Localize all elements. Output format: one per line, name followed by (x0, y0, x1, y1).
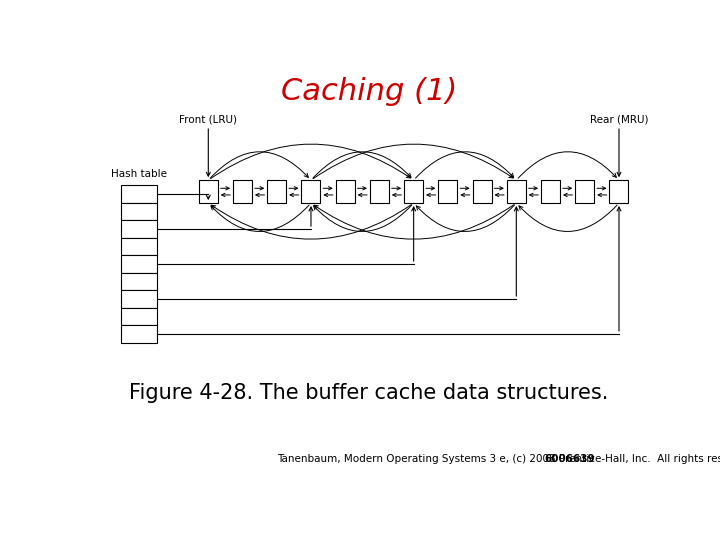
Bar (121, 203, 157, 220)
Text: Hash table: Hash table (111, 169, 167, 179)
Text: Rear (MRU): Rear (MRU) (590, 114, 648, 124)
Text: Caching (1): Caching (1) (281, 77, 457, 106)
Text: 6006639: 6006639 (544, 454, 595, 464)
Bar (267, 180, 287, 203)
Bar (302, 180, 320, 203)
Bar (472, 180, 492, 203)
Bar (121, 220, 157, 238)
Bar (575, 180, 594, 203)
Bar (121, 238, 157, 255)
Bar (121, 185, 157, 203)
Bar (438, 180, 457, 203)
Bar (404, 180, 423, 203)
Bar (121, 308, 157, 325)
Bar (336, 180, 355, 203)
Text: Figure 4-28. The buffer cache data structures.: Figure 4-28. The buffer cache data struc… (130, 383, 608, 403)
Bar (610, 180, 629, 203)
Bar (199, 180, 217, 203)
Bar (121, 273, 157, 290)
Bar (370, 180, 389, 203)
Bar (121, 325, 157, 342)
Bar (507, 180, 526, 203)
Bar (121, 255, 157, 273)
Bar (233, 180, 252, 203)
Text: Front (LRU): Front (LRU) (179, 114, 238, 124)
Bar (541, 180, 560, 203)
Bar (121, 290, 157, 308)
Text: Tanenbaum, Modern Operating Systems 3 e, (c) 2008 Prentice-Hall, Inc.  All right: Tanenbaum, Modern Operating Systems 3 e,… (277, 454, 720, 464)
